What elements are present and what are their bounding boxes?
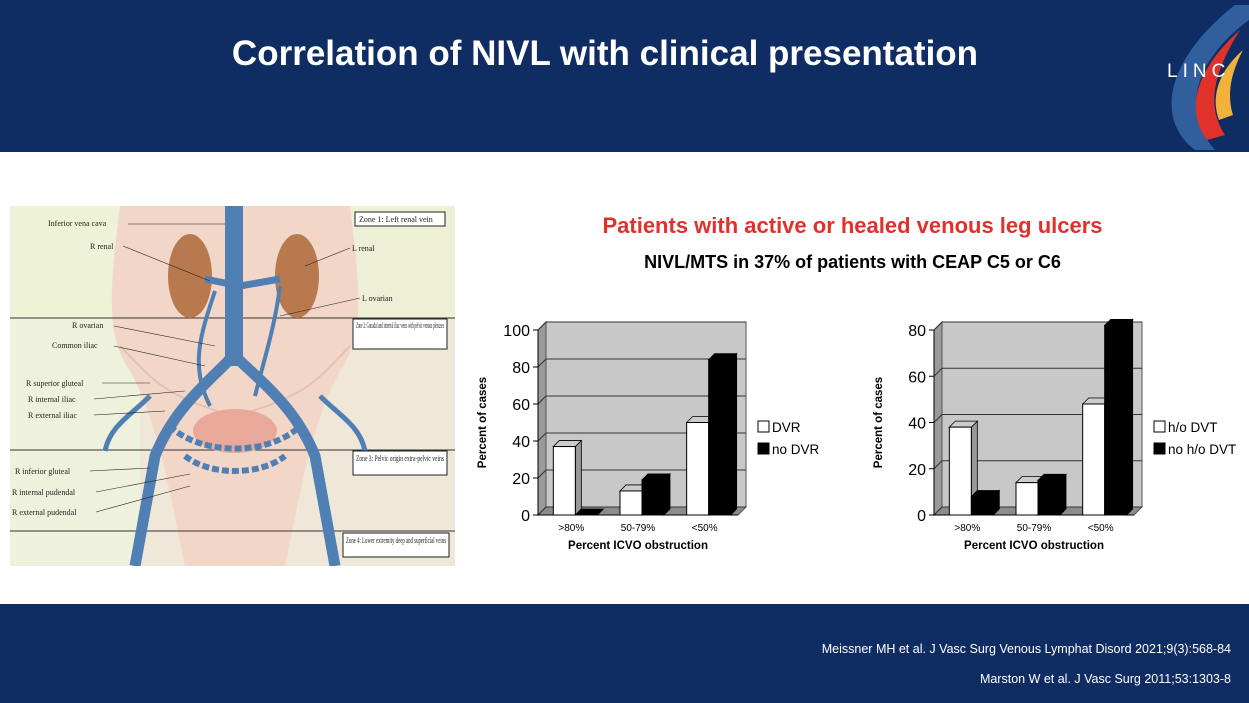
bar-no-h-o-dvt-2 (1104, 324, 1128, 516)
x-axis-label: Percent ICVO obstruction (964, 540, 1104, 552)
label-r-ovarian: R ovarian (72, 321, 103, 330)
legend-label: no DVR (772, 442, 820, 457)
bar-dvr-0 (552, 446, 576, 516)
gridline (933, 506, 1142, 516)
gridline (933, 321, 1142, 331)
y-tick-label: 20 (908, 462, 926, 479)
legend-label: no h/o DVT (1168, 442, 1236, 457)
reference-meissner: Meissner MH et al. J Vasc Surg Venous Ly… (821, 642, 1231, 656)
y-tick-label: 40 (512, 434, 530, 451)
y-tick-label: 20 (512, 471, 530, 488)
zone-4-label: Zone 4: Lower extremity deep and superfi… (346, 536, 446, 545)
slide-title: Correlation of NIVL with clinical presen… (231, 34, 979, 73)
gridline (537, 432, 746, 442)
legend-swatch (757, 442, 770, 455)
label-r-external-iliac: R external iliac (28, 411, 77, 420)
pelvic-vein-anatomy-illustration: Zone 1: Left renal vein Inferior vena ca… (10, 206, 455, 566)
plot-side-wall (537, 320, 547, 517)
chart-dvr: 0 20 40 60 80 100 >80% 50-79% <50% Percent ICVO o… (470, 318, 850, 563)
gridline (933, 367, 1142, 377)
x-tick-label: <50% (1088, 523, 1114, 534)
legend-label: DVR (772, 420, 801, 435)
y-tick-label: 0 (917, 508, 926, 525)
x-tick-label: >80% (558, 523, 584, 534)
bar-side (663, 472, 671, 516)
bar-top (574, 508, 605, 516)
label-r-internal-iliac: R internal iliac (28, 395, 76, 404)
y-axis-label: Percent of cases (477, 377, 489, 468)
gridline (933, 460, 1142, 470)
gridline (537, 358, 746, 368)
label-l-renal: L renal (352, 244, 375, 253)
bar-side (574, 439, 582, 516)
bar-no-dvr-2 (708, 359, 732, 516)
y-tick-label: 0 (521, 508, 530, 525)
chart-svg: 0 20 40 60 80 100 >80% 50-79% <50% Percent ICVO o… (477, 320, 820, 552)
y-tick-label: 80 (908, 323, 926, 340)
legend-swatch (757, 420, 770, 433)
label-r-internal-pudendal: R internal pudendal (12, 488, 76, 497)
legend-swatch (1153, 442, 1166, 455)
label-inferior-vena-cava: Inferior vena cava (48, 219, 107, 228)
label-l-ovarian: L ovarian (362, 294, 393, 303)
chart-svg: 0 20 40 60 80 >80% 50-79% <50% Percent ICVO obst… (873, 318, 1236, 552)
zone-3-label: Zone 3: Pelvic origin extra-pelvic veins (356, 454, 444, 463)
bar-dvr-1 (619, 490, 643, 516)
legend-label: h/o DVT (1168, 420, 1218, 435)
legend-swatch (1153, 420, 1166, 433)
x-axis-label: Percent ICVO obstruction (568, 540, 708, 552)
bar-dvr-2 (686, 422, 710, 516)
y-tick-label: 60 (512, 397, 530, 414)
bar-no-h-o-dvt-0 (970, 496, 994, 516)
label-r-inferior-gluteal: R inferior gluteal (15, 467, 71, 476)
bar-side (1126, 318, 1134, 516)
bar-side (730, 352, 738, 516)
x-tick-label: 50-79% (621, 523, 656, 534)
y-tick-label: 40 (908, 416, 926, 433)
label-r-renal: R renal (90, 242, 114, 251)
bar-h-o-dvt-1 (1015, 482, 1039, 516)
zone-1-label: Zone 1: Left renal vein (359, 215, 433, 224)
x-tick-label: <50% (692, 523, 718, 534)
logo-text: LINC (1167, 61, 1230, 82)
gridline (537, 469, 746, 479)
x-tick-label: 50-79% (1017, 523, 1052, 534)
y-axis-label: Percent of cases (873, 377, 885, 468)
y-tick-label: 100 (503, 323, 530, 340)
gridline (933, 414, 1142, 423)
y-tick-label: 60 (908, 369, 926, 386)
gridline (537, 506, 746, 516)
x-tick-label: >80% (954, 523, 980, 534)
zone-2-label: Zone 2: Gonadal and internal iliac veins… (356, 321, 444, 330)
reference-marston: Marston W et al. J Vasc Surg 2011;53:130… (979, 672, 1231, 686)
bar-h-o-dvt-0 (948, 426, 972, 516)
y-tick-label: 80 (512, 360, 530, 377)
chart-dvt-history: 0 20 40 60 80 >80% 50-79% <50% Percent ICVO obst… (866, 318, 1246, 563)
label-r-external-pudendal: R external pudendal (12, 508, 77, 517)
bar-no-h-o-dvt-1 (1037, 479, 1061, 516)
linc-logo: LINC (1167, 5, 1249, 150)
header-band: Correlation of NIVL with clinical presen… (0, 0, 1249, 152)
chart-subheadline: NIVL/MTS in 37% of patients with CEAP C5… (644, 252, 1061, 272)
bar-h-o-dvt-2 (1082, 403, 1106, 516)
bar-no-dvr-1 (641, 479, 665, 516)
chart-headline: Patients with active or healed venous le… (602, 213, 1103, 238)
label-common-iliac: Common iliac (52, 341, 98, 350)
bar-side (1059, 473, 1067, 516)
gridline (537, 395, 746, 405)
label-r-superior-gluteal: R superior gluteal (26, 379, 84, 388)
gridline (537, 321, 746, 331)
footer-band: Meissner MH et al. J Vasc Surg Venous Ly… (0, 604, 1249, 703)
